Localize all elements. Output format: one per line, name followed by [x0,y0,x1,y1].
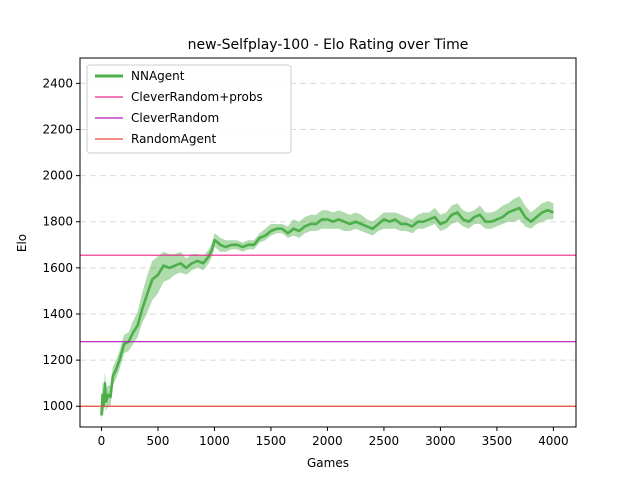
y-tick-label-1200: 1200 [42,353,73,367]
y-tick-label-1000: 1000 [42,399,73,413]
legend-label-randomagent: RandomAgent [131,132,216,146]
x-tick-label-1500: 1500 [256,434,287,448]
x-tick-label-500: 500 [147,434,170,448]
x-tick-label-2000: 2000 [312,434,343,448]
legend-label-cleverrandom-probs: CleverRandom+probs [131,90,263,104]
x-tick-label-2500: 2500 [369,434,400,448]
x-tick-label-4000: 4000 [538,434,569,448]
chart-title: new-Selfplay-100 - Elo Rating over Time [188,37,469,53]
x-axis-label: Games [307,456,349,470]
y-tick-label-2400: 2400 [42,76,73,90]
legend-label-nnagent: NNAgent [131,69,185,83]
y-tick-label-2000: 2000 [42,169,73,183]
y-tick-label-1800: 1800 [42,215,73,229]
x-tick-label-1000: 1000 [199,434,230,448]
y-tick-label-2200: 2200 [42,122,73,136]
legend: NNAgent CleverRandom+probs CleverRandom … [87,65,291,153]
x-tick-label-0: 0 [98,434,106,448]
y-tick-label-1600: 1600 [42,261,73,275]
y-tick-label-1400: 1400 [42,307,73,321]
x-tick-label-3000: 3000 [425,434,456,448]
y-axis-label: Elo [15,234,29,252]
x-tick-label-3500: 3500 [482,434,513,448]
legend-label-cleverrandom: CleverRandom [131,111,219,125]
